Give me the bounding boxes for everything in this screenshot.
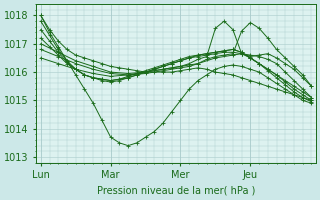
X-axis label: Pression niveau de la mer( hPa ): Pression niveau de la mer( hPa ) [97, 186, 255, 196]
